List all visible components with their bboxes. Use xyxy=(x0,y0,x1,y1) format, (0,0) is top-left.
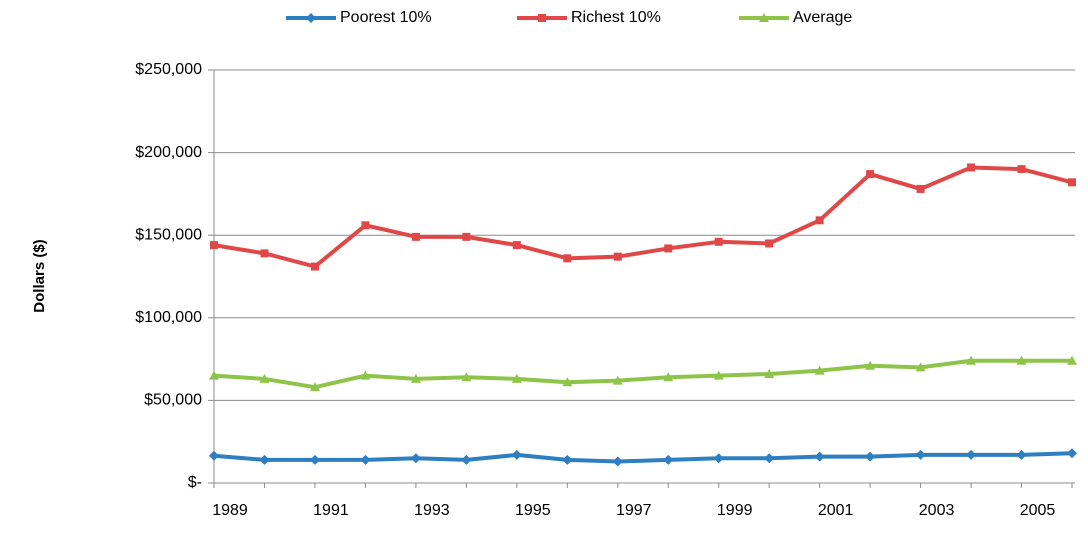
data-point xyxy=(1017,165,1026,174)
data-point xyxy=(1016,449,1027,460)
data-point xyxy=(612,456,623,467)
data-point xyxy=(814,451,825,462)
data-point xyxy=(764,453,775,464)
data-point xyxy=(613,252,622,261)
x-tick-label: 1997 xyxy=(616,502,652,519)
x-tick-label: 1995 xyxy=(515,502,551,519)
data-point xyxy=(663,372,674,382)
data-point xyxy=(259,454,270,465)
data-point xyxy=(966,355,977,365)
data-point xyxy=(865,360,876,370)
x-tick-label: 1991 xyxy=(313,502,349,519)
legend-label: Richest 10% xyxy=(571,9,661,26)
data-point xyxy=(511,373,522,383)
data-point xyxy=(915,449,926,460)
data-point xyxy=(563,254,572,263)
y-tick-label: $- xyxy=(188,474,202,491)
data-point xyxy=(663,454,674,465)
data-point xyxy=(462,232,471,241)
data-point xyxy=(915,362,926,372)
data-point xyxy=(866,170,875,179)
series-line xyxy=(213,165,1073,269)
x-tick-label: 1999 xyxy=(717,502,753,519)
x-tick-label: 2001 xyxy=(818,502,854,519)
data-point xyxy=(259,373,270,383)
data-point xyxy=(260,249,269,258)
data-point xyxy=(916,184,925,193)
data-point xyxy=(765,239,774,248)
y-tick-label: $250,000 xyxy=(135,61,202,78)
data-point xyxy=(1016,355,1027,365)
data-point xyxy=(209,450,219,461)
legend-marker xyxy=(306,13,316,23)
y-tick-label: $200,000 xyxy=(135,144,202,161)
x-tick-label: 2005 xyxy=(1020,502,1056,519)
data-point xyxy=(210,241,218,250)
data-point xyxy=(410,373,421,383)
data-point xyxy=(814,365,825,375)
data-point xyxy=(360,370,371,380)
data-point xyxy=(562,454,573,465)
data-point xyxy=(713,370,724,380)
data-point xyxy=(714,237,723,246)
data-point xyxy=(461,454,472,465)
data-point xyxy=(815,216,824,225)
data-point xyxy=(865,451,876,462)
data-point xyxy=(966,449,977,460)
data-point xyxy=(309,382,320,392)
data-point xyxy=(360,454,371,465)
data-point xyxy=(1068,178,1076,187)
data-point xyxy=(764,368,775,378)
y-axis-label: Dollars ($) xyxy=(31,239,48,312)
y-tick-label: $50,000 xyxy=(144,392,202,409)
data-point xyxy=(209,370,219,380)
x-tick-label: 2003 xyxy=(919,502,955,519)
data-point xyxy=(512,241,521,250)
data-point xyxy=(361,221,370,230)
data-point xyxy=(562,377,573,387)
x-tick-label: 1993 xyxy=(414,502,450,519)
data-point xyxy=(967,163,976,172)
series-line xyxy=(213,451,1073,464)
data-point xyxy=(309,454,320,465)
data-point xyxy=(713,453,724,464)
data-point xyxy=(664,244,673,253)
y-tick-label: $100,000 xyxy=(135,309,202,326)
data-point xyxy=(511,449,522,460)
series-line xyxy=(213,358,1072,390)
x-tick-label: 1989 xyxy=(212,502,248,519)
data-point xyxy=(461,372,472,382)
data-point xyxy=(310,262,319,271)
data-point xyxy=(1067,355,1077,365)
data-point xyxy=(1067,448,1077,459)
legend-marker xyxy=(759,13,769,22)
legend-label: Average xyxy=(793,9,852,26)
data-point xyxy=(411,232,420,241)
legend-label: Poorest 10% xyxy=(340,9,432,26)
y-tick-label: $150,000 xyxy=(135,226,202,243)
legend-marker xyxy=(538,14,546,22)
data-point xyxy=(612,375,623,385)
data-point xyxy=(410,453,421,464)
